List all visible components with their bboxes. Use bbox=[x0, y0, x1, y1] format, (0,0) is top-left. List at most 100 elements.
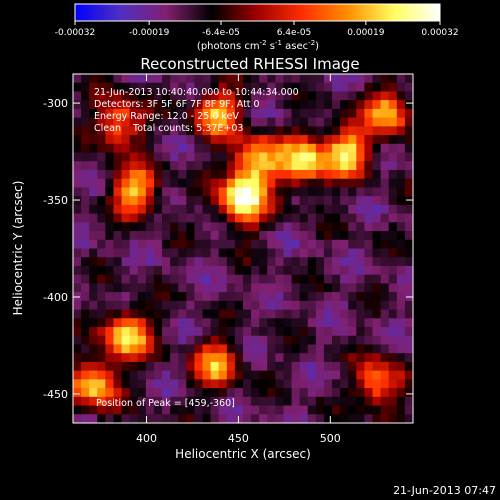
heatmap-cell bbox=[121, 318, 131, 328]
heatmap-cell bbox=[105, 370, 115, 380]
heatmap-cell bbox=[113, 309, 123, 319]
heatmap-cell bbox=[202, 344, 212, 354]
heatmap-cell bbox=[380, 187, 390, 197]
heatmap-cell bbox=[388, 126, 398, 136]
heatmap-cell bbox=[73, 196, 82, 206]
heatmap-cell bbox=[372, 265, 382, 276]
heatmap-cell bbox=[113, 248, 123, 258]
heatmap-cell bbox=[105, 274, 115, 284]
heatmap-cell bbox=[89, 405, 98, 415]
heatmap-cell bbox=[81, 239, 90, 250]
heatmap-cell bbox=[153, 143, 163, 154]
heatmap-cell bbox=[267, 335, 276, 346]
heatmap-cell bbox=[218, 169, 228, 180]
heatmap-cell bbox=[396, 361, 406, 372]
heatmap-cell bbox=[202, 178, 212, 189]
heatmap-cell bbox=[186, 318, 196, 328]
heatmap-cell bbox=[145, 361, 155, 372]
heatmap-cell bbox=[348, 327, 357, 337]
heatmap-cell bbox=[340, 126, 349, 136]
heatmap-cell bbox=[194, 300, 204, 311]
heatmap-cell bbox=[332, 248, 341, 258]
heatmap-cell bbox=[210, 213, 220, 223]
heatmap-cell bbox=[315, 353, 325, 363]
heatmap-cell bbox=[388, 196, 398, 206]
heatmap-cell bbox=[291, 370, 301, 380]
heatmap-cell bbox=[162, 161, 171, 171]
heatmap-cell bbox=[186, 257, 196, 267]
heatmap-cell bbox=[340, 213, 349, 223]
heatmap-cell bbox=[186, 414, 196, 423]
heatmap-cell bbox=[105, 335, 115, 346]
heatmap-cell bbox=[307, 100, 317, 110]
heatmap-cell bbox=[372, 292, 382, 302]
heatmap-cell bbox=[323, 239, 333, 250]
heatmap-cell bbox=[267, 204, 276, 215]
heatmap-cell bbox=[194, 213, 204, 223]
heatmap-cell bbox=[364, 300, 374, 311]
heatmap-cell bbox=[332, 82, 341, 93]
heatmap-cell bbox=[210, 231, 220, 241]
heatmap-cell bbox=[170, 388, 179, 398]
heatmap-cell bbox=[291, 248, 301, 258]
heatmap-cell bbox=[323, 187, 333, 197]
heatmap-cell bbox=[194, 239, 204, 250]
heatmap-cell bbox=[243, 327, 252, 337]
heatmap-cell bbox=[243, 169, 252, 180]
heatmap-cell bbox=[340, 161, 349, 171]
plot-frame bbox=[72, 73, 414, 424]
heatmap-cell bbox=[89, 300, 98, 311]
heatmap-cell bbox=[251, 274, 260, 284]
heatmap-cell bbox=[299, 309, 309, 319]
heatmap-cell bbox=[121, 361, 131, 372]
heatmap-cell bbox=[129, 300, 139, 311]
heatmap-cell bbox=[404, 178, 413, 189]
heatmap-cell bbox=[251, 300, 260, 311]
heatmap-cell bbox=[315, 204, 325, 215]
heatmap-cell bbox=[234, 74, 244, 84]
heatmap-cell bbox=[388, 100, 398, 110]
heatmap-cell bbox=[170, 117, 179, 127]
heatmap-cell bbox=[234, 300, 244, 311]
heatmap-cell bbox=[380, 283, 390, 293]
heatmap-cell bbox=[267, 178, 276, 189]
heatmap-cell bbox=[81, 318, 90, 328]
heatmap-cell bbox=[145, 335, 155, 346]
heatmap-cell bbox=[234, 135, 244, 145]
heatmap-cell bbox=[299, 292, 309, 302]
heatmap-cell bbox=[170, 379, 179, 389]
heatmap-cell bbox=[396, 213, 406, 223]
heatmap-cell bbox=[170, 353, 179, 363]
heatmap-cell bbox=[170, 361, 179, 372]
heatmap-cell bbox=[243, 91, 252, 101]
heatmap-cell bbox=[283, 344, 293, 354]
heatmap-cell bbox=[178, 414, 187, 423]
heatmap-cell bbox=[380, 248, 390, 258]
heatmap-cell bbox=[283, 405, 293, 415]
heatmap-cell bbox=[291, 126, 301, 136]
heatmap-cell bbox=[364, 74, 374, 84]
heatmap-cell bbox=[332, 187, 341, 197]
heatmap-cell bbox=[251, 108, 260, 119]
heatmap-cell bbox=[323, 135, 333, 145]
annotations: 21-Jun-2013 10:40:40.000 to 10:44:34.000… bbox=[94, 87, 299, 409]
heatmap-cell bbox=[153, 283, 163, 293]
heatmap-cell bbox=[307, 318, 317, 328]
heatmap-cell bbox=[348, 126, 357, 136]
heatmap-cell bbox=[226, 379, 236, 389]
heatmap-cell bbox=[348, 309, 357, 319]
heatmap-cell bbox=[97, 231, 106, 241]
heatmap-cell bbox=[291, 405, 301, 415]
heatmap-cell bbox=[81, 169, 90, 180]
heatmap-cell bbox=[251, 126, 260, 136]
heatmap-cell bbox=[113, 82, 123, 93]
heatmap-cell bbox=[267, 135, 276, 145]
heatmap-cell bbox=[194, 370, 204, 380]
heatmap-cell bbox=[307, 388, 317, 398]
heatmap-cell bbox=[145, 196, 155, 206]
heatmap-cell bbox=[178, 91, 187, 101]
heatmap-cell bbox=[178, 239, 187, 250]
heatmap-cell bbox=[332, 117, 341, 127]
heatmap-cell bbox=[113, 344, 123, 354]
heatmap-cell bbox=[121, 143, 131, 154]
